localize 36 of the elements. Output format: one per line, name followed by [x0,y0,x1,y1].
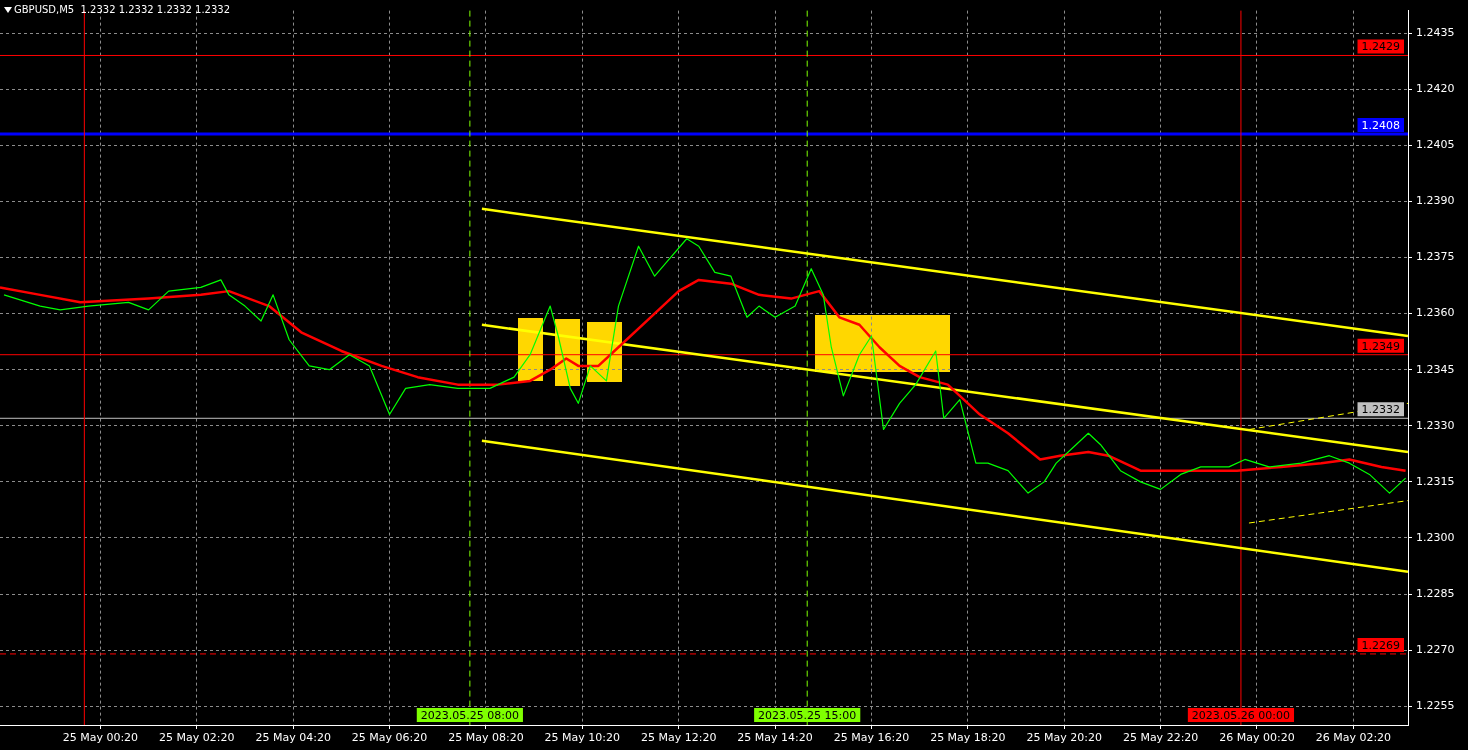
x-tick-label: 25 May 06:20 [351,731,428,745]
ref-line-label: 1.2332 [1361,403,1401,417]
y-tick-label: 1.2285 [1416,586,1455,600]
ref-line-label: 2023.05.26 00:00 [1191,708,1291,722]
y-tick-label: 1.2330 [1416,418,1455,432]
x-tick-label: 25 May 18:20 [930,731,1006,745]
y-tick-label: 1.2300 [1416,530,1455,544]
ref-line-label: 1.2408 [1361,118,1401,132]
ref-line-label: 1.2429 [1361,40,1401,54]
x-tick-label: 25 May 22:20 [1122,731,1199,745]
y-tick-label: 1.2315 [1416,474,1455,488]
x-tick-label: 25 May 02:20 [159,731,235,745]
ref-line-label: 2023.05.25 08:00 [420,708,519,722]
y-tick-label: 1.2390 [1416,194,1455,208]
y-tick-label: 1.2405 [1416,138,1455,152]
chart-title: GBPUSD,M5 1.2332 1.2332 1.2332 1.2332 [14,3,231,15]
x-tick-label: 26 May 00:20 [1219,731,1295,745]
x-tick-label: 25 May 16:20 [833,731,910,745]
y-tick-label: 1.2435 [1416,25,1455,39]
y-tick-label: 1.2255 [1416,699,1455,713]
y-tick-label: 1.2345 [1416,362,1455,376]
ref-line-label: 1.2269 [1361,638,1401,652]
y-tick-label: 1.2420 [1416,82,1455,96]
x-tick-label: 25 May 20:20 [1026,731,1102,745]
x-tick-label: 25 May 10:20 [544,731,621,745]
ref-line-label: 1.2349 [1361,339,1401,353]
x-tick-label: 25 May 12:20 [640,731,717,745]
x-tick-label: 25 May 14:20 [737,731,813,745]
ref-line-label: 2023.05.25 15:00 [758,708,857,722]
y-tick-label: 1.2375 [1416,250,1455,264]
x-tick-label: 25 May 04:20 [255,731,331,745]
x-tick-label: 25 May 08:20 [448,731,524,745]
x-tick-label: 25 May 00:20 [62,731,139,745]
x-tick-label: 26 May 02:20 [1315,731,1392,745]
y-tick-label: 1.2270 [1416,643,1455,657]
y-tick-label: 1.2360 [1416,306,1455,320]
